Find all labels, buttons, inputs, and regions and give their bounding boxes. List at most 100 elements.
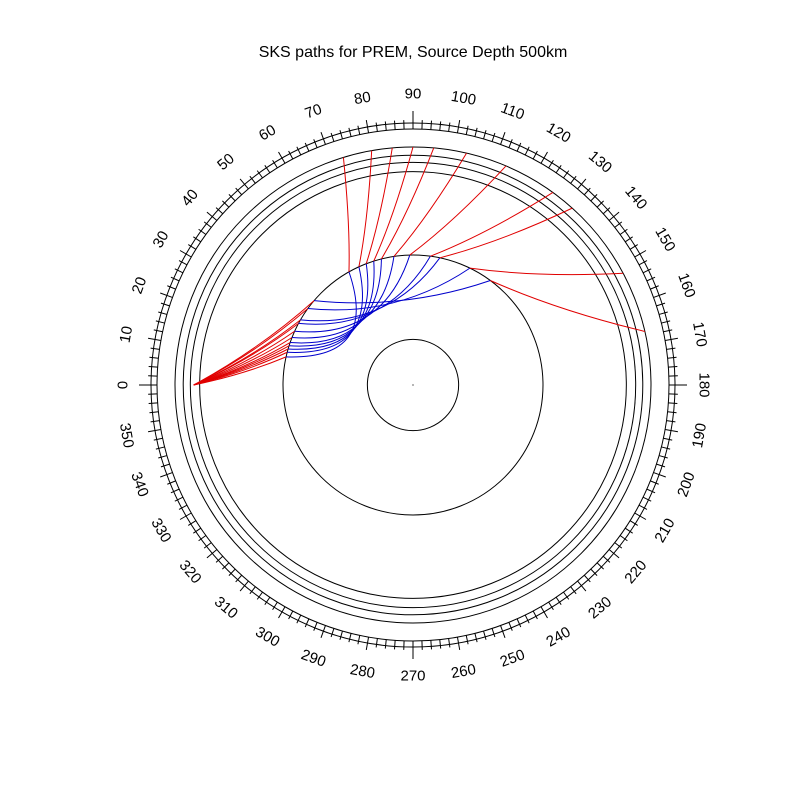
ray-mantle-up-152 bbox=[469, 267, 624, 276]
angle-tick bbox=[339, 130, 343, 140]
angle-tick bbox=[394, 640, 396, 650]
angle-label-190: 190 bbox=[689, 422, 710, 450]
angle-tick bbox=[614, 221, 623, 228]
angle-tick bbox=[577, 178, 587, 190]
angle-tick bbox=[365, 120, 370, 133]
ray-core-132 bbox=[300, 257, 441, 322]
angle-tick bbox=[624, 527, 633, 534]
angle-label-10: 10 bbox=[117, 325, 137, 344]
angle-tick bbox=[228, 568, 236, 576]
angle-tick bbox=[608, 549, 620, 559]
angle-tick bbox=[456, 120, 461, 133]
angle-tick bbox=[150, 347, 160, 350]
angle-tick bbox=[548, 601, 554, 610]
angle-tick bbox=[658, 311, 668, 315]
center-dot bbox=[412, 384, 414, 386]
ray-paths bbox=[193, 146, 646, 386]
angle-tick bbox=[160, 472, 173, 478]
layer-circle-5 bbox=[366, 338, 460, 432]
earth-center bbox=[412, 384, 414, 386]
angle-tick bbox=[667, 411, 677, 414]
angle-label-180: 180 bbox=[696, 372, 713, 397]
angle-tick bbox=[348, 633, 352, 643]
ray-mantle-up-85 bbox=[365, 147, 393, 264]
angle-tick bbox=[570, 175, 577, 184]
angle-label-200: 200 bbox=[674, 470, 699, 499]
angle-tick bbox=[174, 496, 184, 502]
angle-tick bbox=[167, 480, 176, 485]
angle-tick bbox=[170, 488, 180, 494]
angle-tick bbox=[430, 120, 432, 130]
angle-tick bbox=[206, 211, 218, 221]
angle-tick bbox=[264, 165, 271, 174]
angle-tick bbox=[348, 127, 352, 137]
angle-tick bbox=[365, 637, 370, 650]
angle-label-240: 240 bbox=[543, 623, 573, 650]
angle-tick bbox=[384, 121, 387, 131]
angle-tick bbox=[668, 402, 678, 404]
layer-circle-3 bbox=[199, 171, 627, 599]
angle-tick bbox=[174, 268, 184, 274]
plot-title: SKS paths for PREM, Source Depth 500km bbox=[258, 44, 568, 61]
angle-tick bbox=[158, 455, 168, 459]
angle-tick bbox=[153, 437, 163, 441]
angle-tick bbox=[563, 591, 570, 600]
angle-tick bbox=[491, 132, 496, 142]
angle-tick bbox=[596, 200, 604, 208]
angle-label-110: 110 bbox=[498, 99, 526, 123]
ray-mantle-up-95 bbox=[381, 147, 435, 260]
ray-mantle-up-132 bbox=[439, 207, 573, 259]
angle-tick bbox=[583, 187, 591, 196]
angle-tick bbox=[357, 635, 361, 645]
ray-mantle-up-103 bbox=[393, 152, 467, 257]
angle-tick bbox=[638, 504, 648, 510]
angle-label-40: 40 bbox=[178, 186, 202, 210]
angle-tick bbox=[215, 555, 224, 563]
angle-tick bbox=[148, 366, 158, 368]
angle-tick bbox=[602, 207, 611, 215]
angle-tick bbox=[590, 194, 598, 202]
angle-tick bbox=[500, 625, 506, 638]
angle-tick bbox=[179, 250, 192, 258]
angle-tick bbox=[540, 606, 548, 619]
angle-tick bbox=[264, 596, 271, 605]
angle-label-300: 300 bbox=[252, 623, 282, 650]
angle-tick bbox=[188, 244, 197, 250]
angle-label-290: 290 bbox=[299, 646, 328, 671]
angle-tick bbox=[155, 320, 165, 324]
angle-tick bbox=[375, 638, 378, 648]
angle-tick bbox=[148, 402, 158, 404]
angle-tick bbox=[483, 130, 487, 140]
angle-tick bbox=[193, 236, 202, 243]
angle-tick bbox=[155, 446, 165, 450]
angle-tick-ring bbox=[139, 111, 687, 659]
angle-label-150: 150 bbox=[651, 224, 678, 254]
angle-label-0: 0 bbox=[114, 381, 131, 389]
angle-label-280: 280 bbox=[349, 661, 377, 682]
angle-tick bbox=[629, 244, 638, 250]
angle-label-140: 140 bbox=[621, 183, 650, 213]
ray-core-73 bbox=[286, 271, 357, 358]
angle-tick bbox=[320, 625, 326, 638]
angle-tick bbox=[448, 122, 451, 132]
angle-tick bbox=[149, 411, 159, 414]
ray-mantle-up-113 bbox=[409, 165, 507, 256]
angle-tick bbox=[638, 260, 648, 266]
angle-tick bbox=[653, 292, 666, 298]
angle-tick bbox=[491, 628, 496, 638]
angle-tick bbox=[548, 160, 554, 169]
angle-tick bbox=[661, 446, 671, 450]
angle-tick bbox=[668, 366, 678, 368]
angle-label-340: 340 bbox=[127, 470, 152, 499]
angle-tick bbox=[170, 276, 180, 282]
layer-circle-4 bbox=[282, 254, 544, 516]
angle-label-100: 100 bbox=[450, 88, 478, 109]
angle-tick bbox=[590, 568, 598, 576]
angle-tick bbox=[570, 586, 577, 595]
angle-tick bbox=[167, 285, 176, 290]
angle-tick bbox=[577, 580, 587, 592]
angle-tick bbox=[646, 276, 656, 282]
angle-tick bbox=[160, 463, 170, 468]
angle-tick bbox=[228, 194, 236, 202]
